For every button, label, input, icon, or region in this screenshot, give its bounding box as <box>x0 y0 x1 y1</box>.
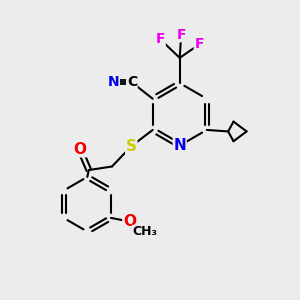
Text: O: O <box>123 214 136 229</box>
Text: N: N <box>108 75 119 89</box>
Text: S: S <box>126 139 137 154</box>
Text: N: N <box>173 138 186 153</box>
Text: F: F <box>194 38 204 52</box>
Text: F: F <box>176 28 186 42</box>
Text: C: C <box>127 75 137 89</box>
Text: CH₃: CH₃ <box>132 225 158 239</box>
Text: F: F <box>156 32 165 46</box>
Text: O: O <box>74 142 86 157</box>
